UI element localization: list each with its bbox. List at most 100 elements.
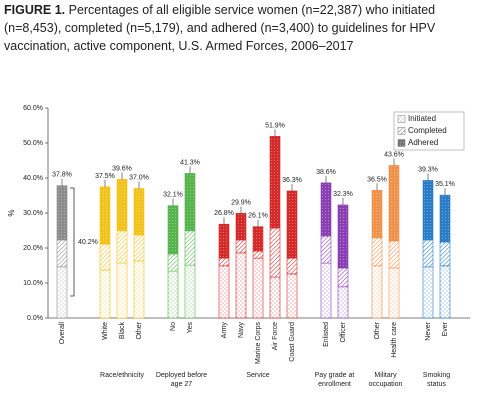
bar-segment [252,257,264,319]
total-label: 37.8% [52,172,72,179]
total-label: 26.1% [248,213,268,220]
bar-segment [286,257,298,275]
bar-segment [99,186,111,245]
bar-segment [235,213,247,241]
legend-swatch [397,139,406,147]
bar-segment [286,273,298,319]
group-label: Pay grade at [315,372,355,379]
total-label: 32.1% [163,192,183,199]
bar-segment [133,188,145,236]
y-tick-label: 0.0% [27,315,43,322]
total-label: 37.0% [129,175,149,182]
y-axis-label: % [7,209,16,216]
bar-segment [269,227,281,278]
bar-segment [252,250,264,259]
x-tick-label: White [102,322,109,340]
chart-title: FIGURE 1. Percentages of all eligible se… [4,3,435,17]
total-label: 41.3% [180,159,200,166]
legend-label: Completed [408,126,447,135]
bar-segment [133,260,145,319]
legend-swatch [397,127,406,135]
x-tick-label: Other [374,321,381,339]
group-label: Smoking [423,372,450,379]
x-tick-label: Enlisted [323,322,330,347]
bar-segment [116,230,128,264]
bar-segment [439,241,451,267]
bar-segment [167,253,179,272]
bar-segment [337,286,349,319]
x-tick-label: Coast Guard [289,322,296,362]
bar-segment [439,194,451,243]
group-label: occupation [369,381,403,388]
x-tick-label: Marine Corps [255,322,262,365]
annotation: 40.2% [78,239,98,246]
total-label: 29.9% [231,199,251,206]
bar-segment [269,276,281,319]
total-label: 39.3% [418,166,438,173]
chart-title-line: vaccination, active component, U.S. Arme… [4,39,354,53]
annotation-bracket [70,187,75,297]
bar-segment [116,262,128,319]
x-tick-label: Army [221,322,228,339]
legend-label: Adhered [408,138,438,147]
group-label: Service [246,372,269,379]
x-tick-label: Black [119,322,126,340]
bar-segment [269,136,281,229]
x-tick-label: Other [136,321,143,339]
total-label: 26.8% [214,210,234,217]
group-label: status [427,381,446,388]
bar-segment [218,223,230,259]
x-tick-label: Navy [238,322,245,338]
bar-segment [371,237,383,267]
bar-segment [218,257,230,267]
bar-segment [56,185,68,241]
total-label: 39.6% [112,165,132,172]
total-label: 36.3% [282,177,302,184]
bar-segment [252,226,264,252]
total-label: 38.6% [316,169,336,176]
x-tick-label: Ever [442,321,449,336]
group-label: age 27 [171,381,193,388]
bar-segment [320,262,332,319]
group-label: Deployed before [156,372,207,379]
y-tick-label: 30.0% [23,210,43,217]
bar-segment [99,243,111,271]
bar-segment [422,180,434,241]
bar-segment [371,189,383,239]
group-label: Race/ethnicity [100,372,144,379]
bar-segment [388,267,400,319]
y-tick-label: 10.0% [23,280,43,287]
x-tick-label: Health care [391,322,398,358]
bar-segment [56,266,68,319]
total-label: 43.6% [384,151,404,158]
title-label: FIGURE 1. [4,3,65,17]
bar-segment [184,230,196,266]
legend-label: Initiated [408,114,436,123]
bar-segment [286,190,298,259]
bar-segment [167,205,179,255]
bar-segment [235,252,247,319]
group-label: enrollment [318,381,351,388]
x-tick-label: Officer [340,321,347,342]
bar-segment [388,240,400,269]
x-tick-label: Overall [59,322,66,345]
bar-segment [218,265,230,319]
bar-segment [116,179,128,232]
y-tick-label: 50.0% [23,140,43,147]
total-label: 37.5% [95,173,115,180]
x-tick-label: Air Force [272,322,279,351]
bar-segment [422,239,434,268]
bar-segment [133,234,145,262]
bar-segment [320,235,332,264]
bar-segment [371,265,383,319]
total-label: 51.9% [265,122,285,129]
bar-segment [99,269,111,319]
bar-segment [184,264,196,319]
title-line: Percentages of all eligible service wome… [69,3,436,17]
x-tick-label: Yes [187,322,194,334]
x-tick-label: Never [425,321,432,340]
bar-segment [388,165,400,242]
group-label: Military [374,372,397,379]
bar-segment [184,173,196,232]
x-tick-label: No [170,322,177,331]
